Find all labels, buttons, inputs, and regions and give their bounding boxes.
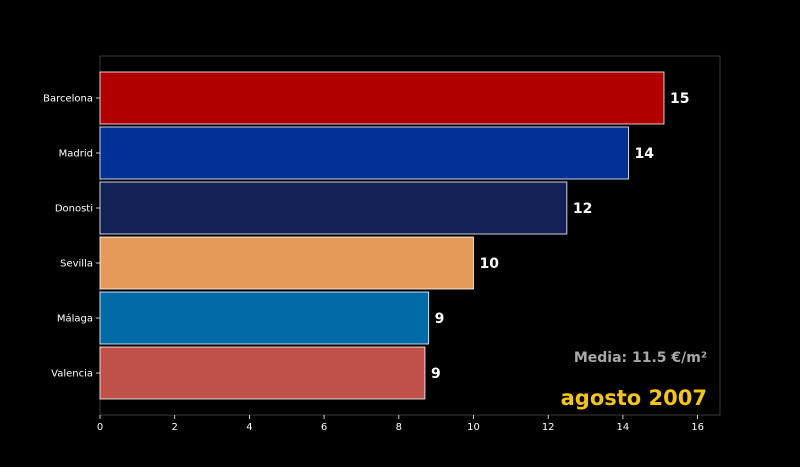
bar-valencia <box>99 346 426 400</box>
value-label-barcelona: 15 <box>670 91 689 107</box>
category-label-donosti: Donosti <box>55 204 93 215</box>
value-label-malaga: 9 <box>435 311 445 327</box>
category-label-madrid: Madrid <box>59 149 93 160</box>
x-tick-label-6: 6 <box>321 422 327 433</box>
x-tick-label-2: 2 <box>172 422 178 433</box>
period-annotation: agosto 2007 <box>561 386 707 410</box>
value-label-valencia: 9 <box>431 366 441 382</box>
value-labels-group: 15 14 12 10 9 9 <box>431 91 690 382</box>
bars-group <box>99 71 665 400</box>
bar-barcelona <box>99 71 665 125</box>
bar-donosti <box>99 181 568 235</box>
bar-madrid <box>99 126 629 180</box>
category-labels-group: Barcelona Madrid Donosti Sevilla Málaga Valen… <box>43 94 100 380</box>
value-label-madrid: 14 <box>634 146 654 162</box>
bar-malaga <box>99 291 430 345</box>
value-label-donosti: 12 <box>573 201 592 217</box>
x-tick-label-14: 14 <box>617 422 630 433</box>
x-tick-label-12: 12 <box>542 422 555 433</box>
x-tick-label-8: 8 <box>396 422 402 433</box>
x-tick-label-10: 10 <box>467 422 480 433</box>
x-tick-label-0: 0 <box>97 422 103 433</box>
category-label-sevilla: Sevilla <box>60 259 93 270</box>
x-tick-label-4: 4 <box>246 422 252 433</box>
value-label-sevilla: 10 <box>479 256 499 272</box>
category-label-malaga: Málaga <box>57 313 93 325</box>
x-tick-label-16: 16 <box>691 422 704 433</box>
category-label-valencia: Valencia <box>51 369 93 380</box>
x-axis: 0 2 4 6 8 10 12 14 16 <box>97 415 704 433</box>
category-label-barcelona: Barcelona <box>43 94 93 105</box>
bar-sevilla <box>99 236 474 290</box>
media-annotation: Media: 11.5 €/m² <box>574 350 707 366</box>
